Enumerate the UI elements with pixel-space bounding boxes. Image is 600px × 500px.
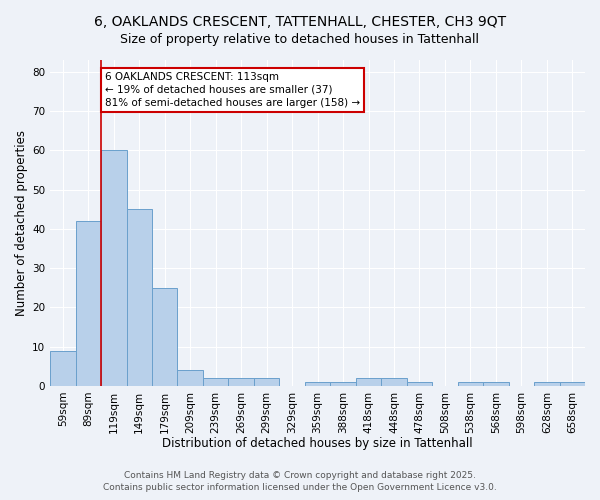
Text: Size of property relative to detached houses in Tattenhall: Size of property relative to detached ho… — [121, 32, 479, 46]
Bar — [483, 382, 509, 386]
Bar — [76, 221, 101, 386]
Bar — [152, 288, 178, 386]
Y-axis label: Number of detached properties: Number of detached properties — [15, 130, 28, 316]
Bar — [381, 378, 407, 386]
Bar — [331, 382, 356, 386]
Bar — [50, 350, 76, 386]
Bar — [407, 382, 432, 386]
Bar — [178, 370, 203, 386]
X-axis label: Distribution of detached houses by size in Tattenhall: Distribution of detached houses by size … — [162, 437, 473, 450]
Text: 6 OAKLANDS CRESCENT: 113sqm
← 19% of detached houses are smaller (37)
81% of sem: 6 OAKLANDS CRESCENT: 113sqm ← 19% of det… — [105, 72, 360, 108]
Bar — [101, 150, 127, 386]
Bar — [254, 378, 280, 386]
Bar — [203, 378, 229, 386]
Text: Contains HM Land Registry data © Crown copyright and database right 2025.
Contai: Contains HM Land Registry data © Crown c… — [103, 471, 497, 492]
Bar — [458, 382, 483, 386]
Bar — [127, 209, 152, 386]
Text: 6, OAKLANDS CRESCENT, TATTENHALL, CHESTER, CH3 9QT: 6, OAKLANDS CRESCENT, TATTENHALL, CHESTE… — [94, 15, 506, 29]
Bar — [229, 378, 254, 386]
Bar — [356, 378, 381, 386]
Bar — [560, 382, 585, 386]
Bar — [534, 382, 560, 386]
Bar — [305, 382, 331, 386]
